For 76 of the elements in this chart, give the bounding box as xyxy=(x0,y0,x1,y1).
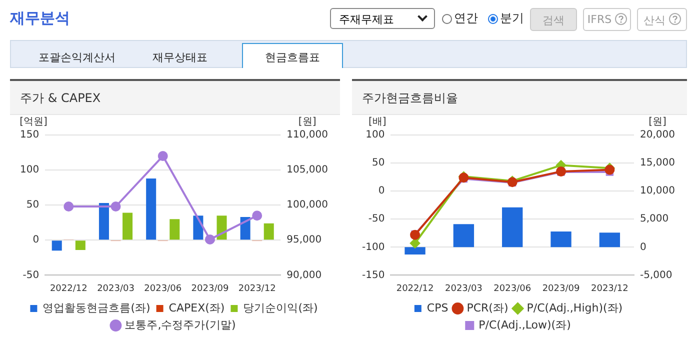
legend-label: PCR(좌) xyxy=(466,301,508,314)
y-axis-title: [배] xyxy=(368,116,386,128)
y2-tick-label: 110,000 xyxy=(286,130,328,141)
chart-title: 주가현금흐름비율 xyxy=(352,81,687,115)
y-tick-label: -50 xyxy=(22,270,40,281)
text: 검색 xyxy=(542,13,564,28)
y-tick-label: 100 xyxy=(20,164,40,176)
bar xyxy=(502,207,523,248)
point xyxy=(204,234,215,244)
text: 포괄손익계산서 xyxy=(38,50,116,66)
x-tick-label: 2023/09 xyxy=(542,284,580,294)
bar xyxy=(453,224,474,248)
y-axis-title: [억원] xyxy=(20,116,48,128)
bar xyxy=(264,223,274,240)
text: 주재무제표 xyxy=(330,8,435,29)
x-tick-label: 2022/12 xyxy=(396,284,434,294)
legend-label: P/C(Adj.,Low)(좌) xyxy=(478,318,571,332)
x-tick-label: 2023/12 xyxy=(590,284,628,294)
y2-tick-label: -5,000 xyxy=(640,270,672,281)
text: 현금흐름표 xyxy=(242,43,343,68)
y2-tick-label: 95,000 xyxy=(286,234,322,246)
y2-tick-label: 100,000 xyxy=(286,200,328,211)
text: 산식 xyxy=(644,13,666,28)
bar xyxy=(170,219,180,240)
text: 재무분석 xyxy=(10,9,70,28)
point xyxy=(110,202,121,212)
legend-label: P/C(Adj.,High)(좌) xyxy=(526,301,623,314)
legend-label: 영업활동현금흐름(좌) xyxy=(42,301,150,314)
text: IFRS xyxy=(587,13,612,26)
bar xyxy=(240,217,250,240)
bar xyxy=(216,216,227,240)
bar xyxy=(550,231,572,248)
y-tick-label: 0 xyxy=(32,234,40,246)
x-tick-label: 2023/03 xyxy=(444,284,482,294)
bar xyxy=(146,178,156,240)
point xyxy=(252,210,262,221)
y-tick-label: 100 xyxy=(366,130,385,141)
bar xyxy=(98,202,109,240)
text: 연간 xyxy=(454,10,478,27)
y2-axis-title: [원] xyxy=(298,116,316,128)
y-tick-label: 50 xyxy=(26,200,40,211)
y-tick-label: -150 xyxy=(362,270,385,281)
x-tick-label: 2022/12 xyxy=(50,284,88,294)
legend-label: CAPEX(좌) xyxy=(168,301,225,314)
y-tick-label: 150 xyxy=(20,130,40,141)
text: 재무상태표 xyxy=(152,50,208,66)
legend-label: CPS xyxy=(426,301,448,314)
bar xyxy=(122,212,133,240)
y2-tick-label: 0 xyxy=(640,242,646,253)
y2-tick-label: 5,000 xyxy=(640,214,669,225)
x-tick-label: 2023/06 xyxy=(144,284,182,294)
y-tick-label: 50 xyxy=(372,158,385,169)
legend-label: 당기순이익(좌) xyxy=(243,301,318,314)
x-tick-label: 2023/03 xyxy=(97,284,134,294)
x-tick-label: 2023/09 xyxy=(191,284,229,294)
y2-tick-label: 20,000 xyxy=(640,130,676,141)
y2-tick-label: 90,000 xyxy=(286,270,322,281)
y2-tick-label: 10,000 xyxy=(640,186,676,197)
y-tick-label: 0 xyxy=(378,186,385,197)
y2-axis-title: [원] xyxy=(648,116,666,128)
legend-label: 보통주,수정주가(기말) xyxy=(124,318,236,332)
bar xyxy=(75,240,86,250)
chart-title: 주가 & CAPEX xyxy=(10,81,340,115)
point xyxy=(64,202,74,212)
y-tick-label: -100 xyxy=(362,242,385,253)
y-tick-label: -50 xyxy=(368,214,385,225)
bar xyxy=(599,232,620,248)
bar xyxy=(404,247,426,254)
x-tick-label: 2023/12 xyxy=(238,284,276,294)
point xyxy=(410,238,420,248)
x-tick-label: 2023/06 xyxy=(494,284,532,294)
y2-tick-label: 105,000 xyxy=(286,164,328,176)
point xyxy=(158,151,168,162)
bar xyxy=(52,240,62,251)
text: 분기 xyxy=(500,10,524,27)
y2-tick-label: 15,000 xyxy=(640,158,676,169)
